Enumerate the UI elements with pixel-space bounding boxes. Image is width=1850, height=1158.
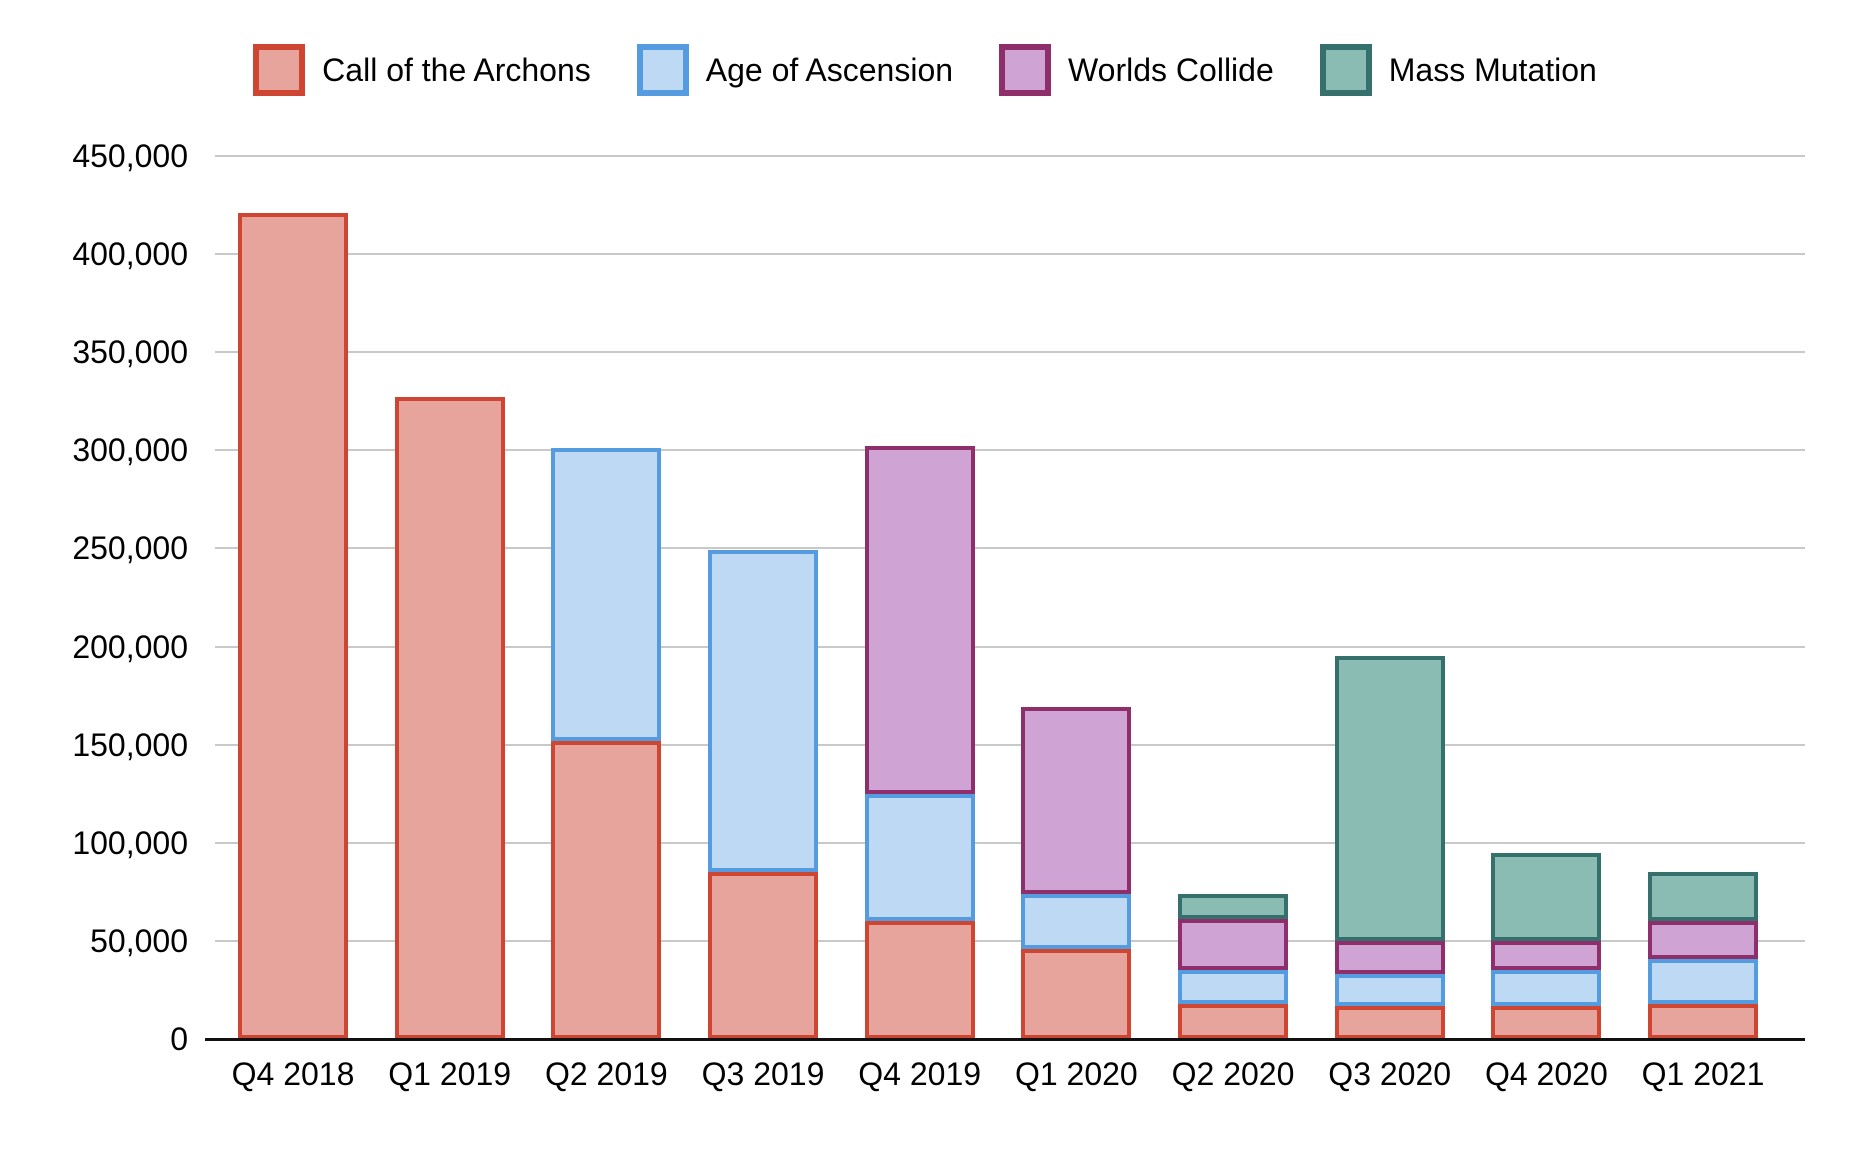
legend-swatch-icon	[636, 44, 689, 96]
legend-label: Call of the Archons	[322, 52, 591, 88]
x-axis-label: Q1 2020	[1014, 1056, 1138, 1092]
legend-swatch-icon	[253, 44, 306, 96]
bar-segment-q4-2020-s3[interactable]	[1491, 940, 1602, 971]
legend-item-4[interactable]: Mass Mutation	[1319, 44, 1597, 96]
legend-item-1[interactable]: Call of the Archons	[253, 44, 591, 96]
y-axis-tick-label: 50,000	[90, 922, 188, 959]
x-axis-label: Q4 2018	[231, 1056, 355, 1092]
y-axis-tick-label: 100,000	[72, 824, 188, 861]
x-axis-label: Q3 2019	[701, 1056, 825, 1092]
bar-segment-q3-2019-s2[interactable]	[708, 550, 818, 873]
gridline	[215, 743, 1805, 746]
bar-segment-q4-2020-s2[interactable]	[1491, 970, 1602, 1006]
gridline	[215, 841, 1805, 844]
x-axis-line	[205, 1038, 1805, 1041]
y-axis-tick-label: 400,000	[72, 236, 188, 273]
gridline	[215, 351, 1805, 354]
legend-swatch-icon	[999, 44, 1052, 96]
bar-segment-q2-2020-s2[interactable]	[1178, 970, 1289, 1004]
y-axis-tick-label: 150,000	[72, 726, 188, 763]
y-axis-tick-label: 200,000	[72, 628, 188, 665]
x-axis-label: Q1 2019	[388, 1056, 512, 1092]
x-axis-label: Q2 2020	[1171, 1056, 1295, 1092]
x-axis-label: Q3 2020	[1328, 1056, 1452, 1092]
legend-label: Mass Mutation	[1388, 52, 1597, 88]
gridline	[215, 547, 1805, 550]
bar-segment-q1-2020-s3[interactable]	[1021, 707, 1132, 894]
bar-segment-q2-2020-s4[interactable]	[1178, 893, 1289, 920]
bar-segment-q4-2020-s4[interactable]	[1491, 852, 1602, 941]
gridline	[215, 939, 1805, 942]
bar-segment-q3-2020-s4[interactable]	[1334, 656, 1445, 941]
bar-segment-q1-2019-s1[interactable]	[394, 397, 505, 1039]
y-axis-tick-label: 250,000	[72, 530, 188, 567]
bar-segment-q1-2021-s1[interactable]	[1648, 1003, 1759, 1039]
x-axis-label: Q4 2019	[858, 1056, 982, 1092]
gridline	[215, 449, 1805, 452]
gridline	[215, 253, 1805, 256]
x-axis-label: Q4 2020	[1484, 1056, 1608, 1092]
bar-segment-q4-2019-s2[interactable]	[864, 793, 975, 922]
gridline	[215, 645, 1805, 648]
legend-swatch-icon	[1319, 44, 1372, 96]
chart-legend: Call of the Archons Age of Ascension World…	[0, 44, 1850, 96]
bar-segment-q1-2021-s2[interactable]	[1648, 958, 1759, 1004]
legend-item-2[interactable]: Age of Ascension	[636, 44, 954, 96]
y-axis-tick-label: 350,000	[72, 334, 188, 371]
bar-segment-q3-2019-s1[interactable]	[708, 872, 818, 1039]
bar-segment-q4-2019-s3[interactable]	[864, 446, 975, 794]
bar-segment-q3-2020-s1[interactable]	[1334, 1005, 1445, 1039]
gridline	[215, 155, 1805, 157]
bar-segment-q1-2021-s4[interactable]	[1648, 872, 1759, 922]
bar-segment-q3-2020-s2[interactable]	[1334, 974, 1445, 1006]
bar-segment-q2-2020-s1[interactable]	[1178, 1003, 1289, 1039]
bar-segment-q2-2020-s3[interactable]	[1178, 919, 1289, 971]
y-axis-tick-label: 450,000	[72, 138, 188, 174]
bar-segment-q4-2020-s1[interactable]	[1491, 1005, 1602, 1039]
bar-segment-q4-2018-s1[interactable]	[238, 212, 348, 1039]
bar-segment-q3-2020-s3[interactable]	[1334, 940, 1445, 975]
legend-item-3[interactable]: Worlds Collide	[999, 44, 1274, 96]
bar-segment-q1-2020-s1[interactable]	[1021, 948, 1132, 1039]
y-axis-tick-label: 300,000	[72, 432, 188, 469]
x-axis-label: Q2 2019	[544, 1056, 668, 1092]
bar-segment-q2-2019-s1[interactable]	[551, 740, 662, 1039]
legend-label: Worlds Collide	[1068, 52, 1274, 88]
bar-segment-q1-2021-s3[interactable]	[1648, 921, 1759, 959]
bar-segment-q4-2019-s1[interactable]	[864, 921, 975, 1039]
legend-label: Age of Ascension	[705, 52, 954, 88]
y-axis-tick-label: 0	[170, 1021, 188, 1057]
bar-segment-q2-2019-s2[interactable]	[551, 448, 662, 741]
x-axis-label: Q1 2021	[1641, 1056, 1765, 1092]
bar-segment-q1-2020-s2[interactable]	[1021, 893, 1132, 949]
